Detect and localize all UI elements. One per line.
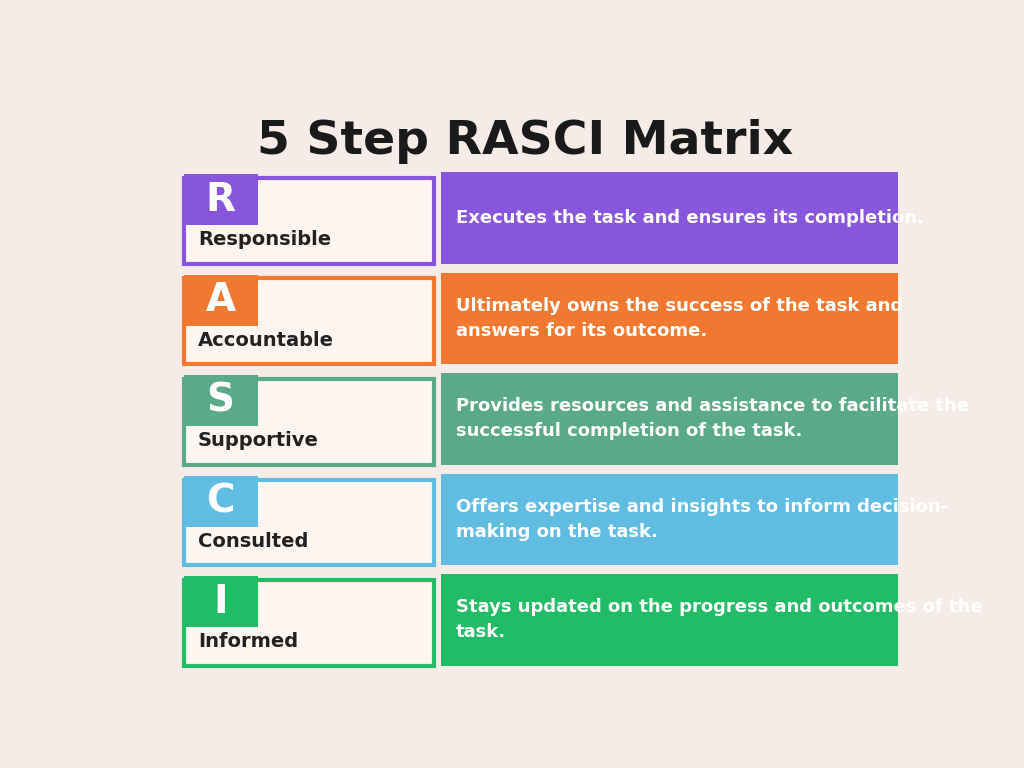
Bar: [183, 580, 433, 666]
Text: Ultimately owns the success of the task and
answers for its outcome.: Ultimately owns the success of the task …: [456, 297, 903, 340]
Bar: [441, 373, 898, 465]
Bar: [183, 376, 258, 426]
Text: Supportive: Supportive: [198, 431, 318, 450]
Text: Executes the task and ensures its completion.: Executes the task and ensures its comple…: [456, 209, 924, 227]
Bar: [183, 279, 433, 364]
Bar: [183, 576, 258, 627]
Bar: [183, 275, 258, 326]
Text: Informed: Informed: [198, 632, 298, 651]
Text: Stays updated on the progress and outcomes of the
task.: Stays updated on the progress and outcom…: [456, 598, 982, 641]
Bar: [441, 172, 898, 263]
Bar: [183, 475, 258, 527]
Text: Provides resources and assistance to facilitate the
successful completion of the: Provides resources and assistance to fac…: [456, 397, 969, 440]
Text: Consulted: Consulted: [198, 531, 308, 551]
Bar: [183, 479, 433, 565]
Text: S: S: [207, 382, 234, 419]
Bar: [441, 273, 898, 364]
Text: Offers expertise and insights to inform decision-
making on the task.: Offers expertise and insights to inform …: [456, 498, 948, 541]
Text: 5 Step RASCI Matrix: 5 Step RASCI Matrix: [257, 119, 793, 164]
Text: C: C: [207, 482, 234, 520]
Bar: [183, 379, 433, 465]
Text: R: R: [206, 180, 236, 219]
Text: A: A: [206, 281, 236, 319]
Bar: [183, 178, 433, 263]
Text: Accountable: Accountable: [198, 331, 334, 349]
Bar: [441, 574, 898, 666]
Text: Responsible: Responsible: [198, 230, 331, 249]
Bar: [183, 174, 258, 225]
Bar: [441, 474, 898, 565]
Text: I: I: [213, 583, 228, 621]
